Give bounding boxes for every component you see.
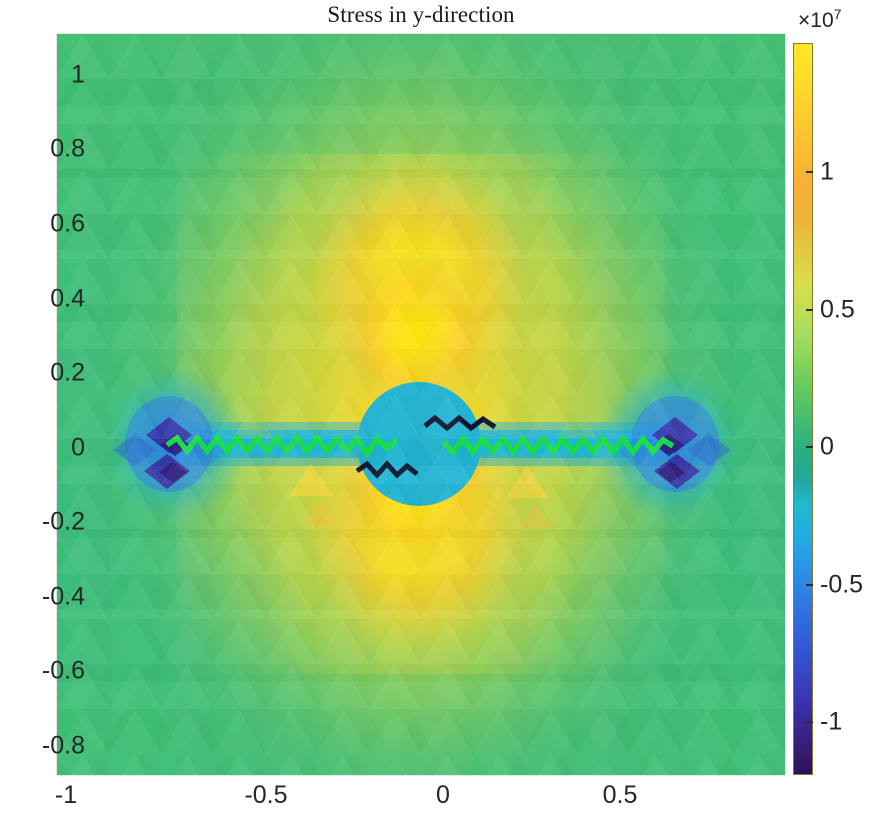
colorbar-tick-mark (806, 309, 813, 311)
plot-axes (57, 34, 785, 775)
ytick-label: -0.6 (41, 656, 85, 685)
page-title: Stress in y-direction (327, 2, 515, 27)
xtick-label: -0.5 (244, 781, 288, 809)
ytick-label: 0.6 (50, 209, 85, 238)
xtick-label: 0 (436, 781, 450, 809)
colorbar-exponent-label: ×107 (798, 7, 842, 33)
colorbar-tick-label: 0.5 (820, 295, 855, 324)
colorbar-tick-mark (806, 721, 813, 723)
xtick-label: -1 (54, 781, 78, 809)
ytick-label: 0.8 (50, 134, 85, 163)
colorbar-tick-mark (806, 446, 813, 448)
colorbar-tick-label: 0 (820, 432, 834, 461)
colorbar-tick-mark (806, 584, 813, 586)
stress-field-heatmap (57, 34, 785, 775)
ytick-label: 0.2 (50, 358, 85, 387)
colorbar-exponent-power: 7 (833, 7, 842, 23)
colorbar[interactable] (793, 43, 813, 775)
colorbar-tick-mark (806, 171, 813, 173)
colorbar-exponent-base: ×10 (798, 9, 834, 32)
ytick-label: -0.8 (41, 731, 85, 760)
colorbar-tick-label: -1 (820, 707, 843, 736)
ytick-label: -0.4 (41, 582, 85, 611)
xtick-label: 0.5 (602, 781, 638, 809)
colorbar-tick-label: -0.5 (820, 570, 864, 599)
colorbar-tick-label: 1 (820, 157, 834, 186)
ytick-label: 0 (71, 433, 85, 462)
ytick-label: 1 (71, 60, 85, 89)
ytick-label: -0.2 (41, 507, 85, 536)
ytick-label: 0.4 (50, 284, 85, 313)
